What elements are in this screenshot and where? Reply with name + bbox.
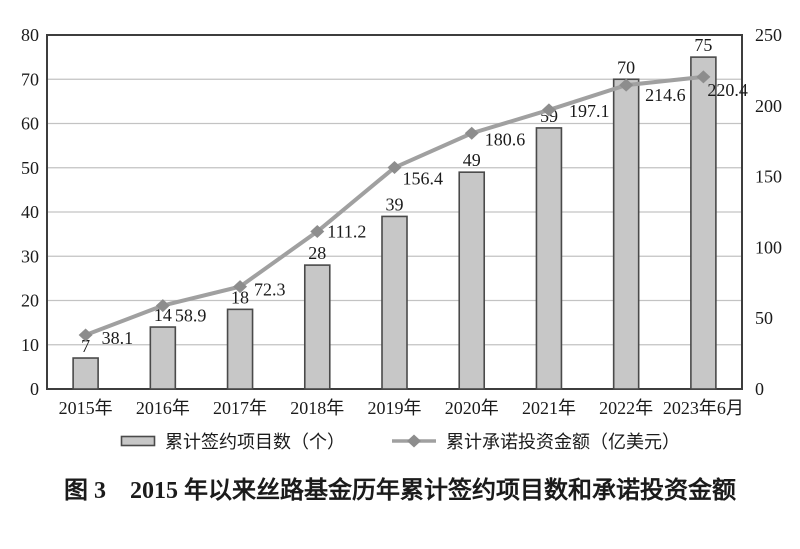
data-point-marker	[387, 161, 402, 175]
bar-value-label: 28	[308, 243, 326, 263]
combo-chart: 0 10 20 30 40 50 60 70 80 0 50 100 150 200 250 7 14 18 28 3…	[21, 25, 782, 418]
legend-item-bar-series: 累计签约项目数（个）	[120, 428, 345, 454]
combo-chart-svg: 0 10 20 30 40 50 60 70 80 0 50 100 150 200 250 7 14 18 28 3…	[21, 25, 782, 418]
right-axis-tick-label: 250	[755, 25, 782, 45]
bar-series-swatch-icon	[120, 435, 156, 447]
x-axis-label: 2023年6月	[663, 398, 744, 418]
x-axis-label: 2021年	[522, 398, 576, 418]
right-axis-tick-label: 50	[755, 308, 773, 328]
right-axis-tick-label: 150	[755, 167, 782, 187]
line-value-label: 72.3	[254, 280, 285, 300]
bar-value-label: 18	[231, 287, 249, 307]
bar	[149, 326, 177, 390]
left-axis-tick-label: 60	[21, 114, 39, 134]
data-point-marker	[541, 103, 556, 117]
bar-value-label: 7	[81, 336, 90, 356]
data-point-marker	[78, 328, 93, 342]
bar	[381, 215, 408, 390]
bar	[303, 264, 331, 390]
line-value-label: 220.4	[707, 80, 748, 100]
data-point-marker	[310, 225, 325, 239]
left-axis-tick-label: 40	[21, 202, 39, 222]
line-series-swatch-icon	[392, 434, 436, 448]
right-axis-tick-label: 0	[755, 379, 764, 399]
left-axis-tick-label: 30	[21, 246, 39, 266]
figure-caption: 图 3 2015 年以来丝路基金历年累计签约项目数和承诺投资金额	[64, 478, 736, 504]
left-axis-tick-label: 70	[21, 69, 39, 89]
bar-value-label: 49	[463, 150, 481, 170]
legend-item-line-series: 累计承诺投资金额（亿美元）	[391, 428, 680, 454]
left-axis-tick-label: 0	[30, 379, 39, 399]
bar	[458, 171, 486, 390]
x-axis-label: 2022年	[599, 398, 653, 418]
line-value-label: 156.4	[403, 169, 444, 189]
left-axis-tick-label: 20	[21, 291, 39, 311]
line-swatch-diamond	[407, 434, 421, 448]
line-value-label: 214.6	[645, 85, 686, 105]
right-axis-tick-label: 200	[755, 96, 782, 116]
bar-swatch-rect	[120, 435, 156, 447]
left-axis-tick-label: 80	[21, 25, 39, 45]
x-axis-label: 2016年	[136, 398, 190, 418]
right-axis-tick-label: 100	[755, 237, 782, 257]
x-axis-label: 2019年	[368, 398, 422, 418]
left-axis-tick-label: 50	[21, 158, 39, 178]
legend-label-line-series: 累计承诺投资金额（亿美元）	[446, 432, 680, 452]
x-axis-label: 2018年	[290, 398, 344, 418]
line-value-label: 180.6	[485, 129, 526, 149]
bar-value-label: 70	[617, 57, 635, 77]
data-point-marker	[696, 70, 711, 84]
bar	[690, 56, 717, 390]
bar-value-label: 14	[154, 305, 172, 325]
x-axis-label: 2015年	[59, 398, 113, 418]
data-point-marker	[619, 78, 634, 92]
bar	[72, 357, 99, 390]
data-point-marker	[233, 280, 248, 294]
left-axis-tick-label: 10	[21, 335, 39, 355]
bar-value-label: 39	[386, 194, 404, 214]
line-value-label: 38.1	[102, 328, 134, 348]
legend-label-bar-series: 累计签约项目数（个）	[165, 432, 345, 452]
line-value-label: 111.2	[327, 222, 366, 242]
bar-value-label: 75	[694, 35, 712, 55]
line-value-label: 197.1	[569, 101, 610, 121]
bar	[535, 127, 563, 390]
data-point-marker	[464, 126, 479, 140]
bar	[226, 308, 254, 390]
x-axis-label: 2017年	[213, 398, 267, 418]
line-value-label: 58.9	[175, 306, 207, 326]
bar	[612, 78, 640, 390]
x-axis-label: 2020年	[445, 398, 499, 418]
chart-legend: 累计签约项目数（个） 累计承诺投资金额（亿美元）	[120, 428, 680, 454]
data-point-marker	[155, 299, 170, 313]
